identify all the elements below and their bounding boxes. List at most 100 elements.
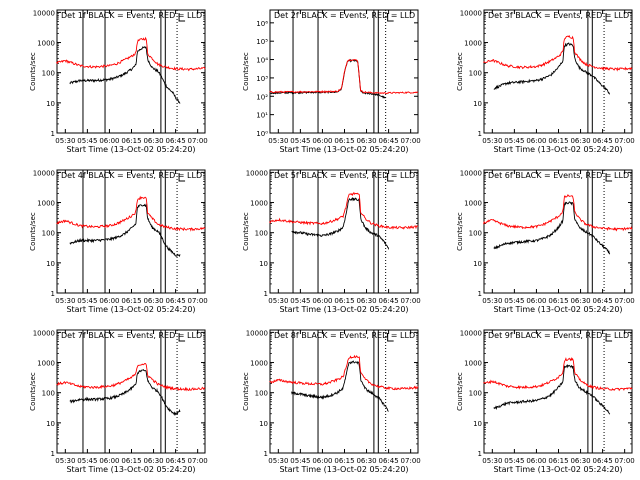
panel-8-frame — [269, 329, 419, 454]
panel-7-xtick-label-1: 05:45 — [77, 457, 97, 465]
panel-9-xtick-label-5: 06:45 — [593, 457, 613, 465]
panel-2-xtick-label-0: 05:30 — [268, 137, 288, 145]
panel-4-xtick-label-3: 06:15 — [121, 297, 141, 305]
panel-3-series-lld — [483, 35, 633, 72]
panel-6-xtick-label-5: 06:45 — [593, 297, 613, 305]
panel-7-frame — [56, 329, 206, 454]
panel-1-ytick-label-4: 10000 — [33, 9, 55, 17]
panel-9-ylabel: Counts/sec — [456, 372, 464, 411]
panel-1-ytick-label-3: 1000 — [37, 40, 55, 48]
panel-1-xtick-label-6: 07:00 — [188, 137, 208, 145]
panel-4-xtick-label-4: 06:30 — [143, 297, 163, 305]
panel-4-ytick-label-4: 10000 — [33, 169, 55, 177]
panel-3-xlabel: Start Time (13-Oct-02 05:24:20) — [493, 145, 622, 154]
panel-3-frame — [483, 9, 633, 134]
panel-8-ytick-label-1: 10 — [259, 420, 268, 428]
detector-panel-5: Det 5f BLACK = Events, RED = LLD 1 10 100 10… — [242, 169, 421, 314]
panel-9-series-lld — [483, 356, 633, 392]
panel-5-ytick-label-2: 100 — [255, 230, 268, 238]
panel-6-top-bracket — [605, 173, 613, 182]
panel-6-series-events — [493, 201, 611, 255]
panel-3-xtick-label-4: 06:30 — [570, 137, 590, 145]
panel-7-xtick-label-2: 06:00 — [99, 457, 119, 465]
panel-4-series-lld — [56, 195, 206, 232]
panel-7-xtick-label-3: 06:15 — [121, 457, 141, 465]
panel-4-xtick-label-2: 06:00 — [99, 297, 119, 305]
panel-3-ytick-label-1: 10 — [473, 100, 482, 108]
panel-1-title: Det 1f BLACK = Events, RED = LLD — [61, 11, 202, 20]
panel-1-ylabel: Counts/sec — [29, 52, 37, 91]
panel-5-xtick-label-4: 06:30 — [356, 297, 376, 305]
panel-8-ytick-label-0: 1 — [264, 450, 268, 458]
panel-7-top-bracket — [178, 333, 186, 342]
panel-4-title: Det 4f BLACK = Events, RED = LLD — [61, 171, 202, 180]
panel-5-xtick-label-1: 05:45 — [290, 297, 310, 305]
panel-2-xtick-label-5: 06:45 — [379, 137, 399, 145]
panel-4-xlabel: Start Time (13-Oct-02 05:24:20) — [66, 305, 195, 314]
panel-1-xtick-label-1: 05:45 — [77, 137, 97, 145]
panel-7-ylabel: Counts/sec — [29, 372, 37, 411]
panel-2-top-bracket — [387, 13, 394, 22]
panel-7-ytick-label-2: 100 — [42, 390, 55, 398]
detector-panel-8: Det 8f BLACK = Events, RED = LLD 1 10 100 10… — [242, 329, 421, 474]
panel-2-ytick-label-2: 10² — [256, 93, 268, 101]
panel-5-ytick-label-3: 1000 — [250, 200, 268, 208]
panel-2-ytick-label-3: 10³ — [256, 75, 268, 83]
panel-6-ytick-label-4: 10000 — [460, 169, 482, 177]
panel-8-xtick-label-4: 06:30 — [356, 457, 376, 465]
panel-8-ytick-label-3: 1000 — [250, 360, 268, 368]
panel-2-xtick-label-1: 05:45 — [290, 137, 310, 145]
panel-3-xtick-label-6: 07:00 — [615, 137, 635, 145]
panel-9-ytick-label-2: 100 — [469, 390, 482, 398]
panel-3-ytick-label-0: 1 — [478, 130, 482, 138]
panel-2-xtick-label-4: 06:30 — [356, 137, 376, 145]
panel-4-top-bracket — [178, 173, 186, 182]
panel-7-ytick-label-4: 10000 — [33, 329, 55, 337]
panel-1-xtick-label-5: 06:45 — [166, 137, 186, 145]
panel-7-ytick-label-0: 1 — [51, 450, 55, 458]
panel-1-ytick-label-2: 100 — [42, 70, 55, 78]
panel-4-ytick-label-1: 10 — [46, 260, 55, 268]
detector-panel-7: Det 7f BLACK = Events, RED = LLD 1 10 100 10… — [29, 329, 208, 474]
panel-1-xtick-label-0: 05:30 — [55, 137, 75, 145]
panel-8-xlabel: Start Time (13-Oct-02 05:24:20) — [279, 465, 408, 474]
panel-3-ytick-label-3: 1000 — [464, 40, 482, 48]
panel-7-series-lld — [56, 363, 206, 392]
panel-7-xtick-label-6: 07:00 — [188, 457, 208, 465]
panel-6-xtick-label-4: 06:30 — [570, 297, 590, 305]
panel-9-xtick-label-0: 05:30 — [482, 457, 502, 465]
panel-9-xlabel: Start Time (13-Oct-02 05:24:20) — [493, 465, 622, 474]
panel-8-ytick-label-4: 10000 — [246, 329, 268, 337]
panel-3-xtick-label-0: 05:30 — [482, 137, 502, 145]
panel-6-ytick-label-1: 10 — [473, 260, 482, 268]
panel-6-xtick-label-3: 06:15 — [548, 297, 568, 305]
panel-4-frame — [56, 169, 206, 294]
detector-panel-1: Det 1f BLACK = Events, RED = LLD 1 10 100 10… — [29, 9, 208, 154]
panel-7-xlabel: Start Time (13-Oct-02 05:24:20) — [66, 465, 195, 474]
panel-9-ytick-label-4: 10000 — [460, 329, 482, 337]
panel-2-frame — [269, 9, 419, 134]
panel-8-title: Det 8f BLACK = Events, RED = LLD — [274, 331, 415, 340]
panel-4-series-events — [69, 203, 181, 258]
detector-panel-3: Det 3f BLACK = Events, RED = LLD 1 10 100 10… — [456, 9, 635, 154]
panel-1-ytick-label-0: 1 — [51, 130, 55, 138]
panel-6-xtick-label-6: 07:00 — [615, 297, 635, 305]
panel-7-ytick-label-1: 10 — [46, 420, 55, 428]
panel-9-title: Det 9f BLACK = Events, RED = LLD — [488, 331, 629, 340]
detector-panel-2: Det 2f BLACK = Events, RED = LLD 10⁰ 10¹ 10… — [242, 9, 421, 154]
panel-6-xtick-label-1: 05:45 — [504, 297, 524, 305]
panel-4-ylabel: Counts/sec — [29, 212, 37, 251]
panel-1-xtick-label-3: 06:15 — [121, 137, 141, 145]
panel-7-xtick-label-0: 05:30 — [55, 457, 75, 465]
panel-2-ytick-label-5: 10⁵ — [256, 38, 268, 46]
panel-9-xtick-label-1: 05:45 — [504, 457, 524, 465]
panel-7-series-events — [69, 369, 181, 417]
panel-9-ytick-label-0: 1 — [478, 450, 482, 458]
panel-8-xtick-label-5: 06:45 — [379, 457, 399, 465]
panel-5-ytick-label-4: 10000 — [246, 169, 268, 177]
panel-3-title: Det 3f BLACK = Events, RED = LLD — [488, 11, 629, 20]
panel-3-xtick-label-2: 06:00 — [526, 137, 546, 145]
panel-2-ytick-label-0: 10⁰ — [256, 130, 268, 138]
panel-6-title: Det 6f BLACK = Events, RED = LLD — [488, 171, 629, 180]
